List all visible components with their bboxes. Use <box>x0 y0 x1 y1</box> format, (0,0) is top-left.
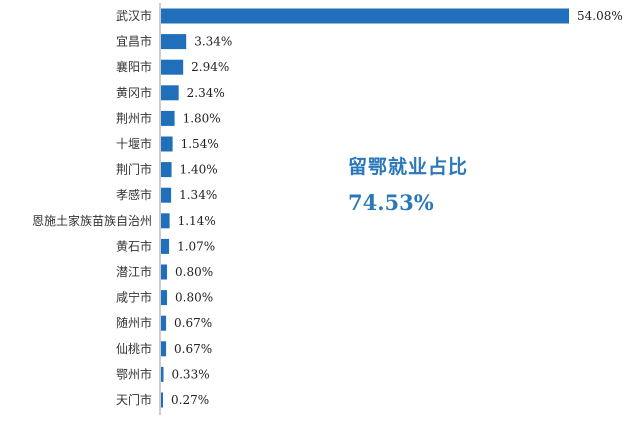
value-label: 2.94% <box>191 60 229 74</box>
category-label: 孝感市 <box>116 187 152 202</box>
value-label: 0.67% <box>174 342 212 356</box>
bar <box>161 34 187 50</box>
bar <box>161 366 164 382</box>
bar <box>161 8 569 24</box>
value-label: 1.34% <box>179 188 217 202</box>
bar <box>161 110 175 126</box>
callout-title: 留鄂就业占比 <box>348 156 469 178</box>
value-label: 1.14% <box>178 214 216 228</box>
value-label: 0.27% <box>171 393 209 407</box>
callout-value: 74.53% <box>348 190 434 215</box>
category-label: 咸宁市 <box>116 290 152 305</box>
value-label: 0.67% <box>174 316 212 330</box>
bar <box>161 392 164 408</box>
value-label: 0.33% <box>171 367 209 381</box>
value-label: 1.40% <box>180 163 218 177</box>
category-label: 黄冈市 <box>116 85 152 100</box>
bar <box>161 290 168 306</box>
bar <box>161 315 167 331</box>
value-label: 1.07% <box>177 239 215 253</box>
category-label: 鄂州市 <box>116 366 152 381</box>
value-label: 1.54% <box>181 137 219 151</box>
category-label: 荆州市 <box>116 110 152 125</box>
value-label: 54.08% <box>577 9 623 23</box>
category-label: 随州市 <box>116 315 152 330</box>
bar <box>161 341 167 357</box>
category-label: 荆门市 <box>116 162 152 177</box>
category-label: 武汉市 <box>116 8 152 23</box>
bar <box>161 264 168 280</box>
value-label: 0.80% <box>175 291 213 305</box>
bars-group: 武汉市 54.08% 宜昌市 3.34% 襄阳市 2.94% 黄冈市 2.34% 荆州市 1.80… <box>32 8 623 408</box>
bar <box>161 162 172 178</box>
bar <box>161 238 170 254</box>
category-label: 襄阳市 <box>116 59 152 74</box>
category-label: 黄石市 <box>116 238 152 253</box>
category-label: 恩施土家族苗族自治州 <box>32 213 152 228</box>
bar <box>161 59 184 75</box>
category-label: 宜昌市 <box>116 34 152 49</box>
value-label: 0.80% <box>175 265 213 279</box>
bar <box>161 187 172 203</box>
value-label: 1.80% <box>183 111 221 125</box>
bar <box>161 136 173 152</box>
category-label: 天门市 <box>116 392 152 407</box>
bar <box>161 213 170 229</box>
category-label: 十堰市 <box>116 136 152 151</box>
value-label: 2.34% <box>187 86 225 100</box>
bar <box>161 85 179 101</box>
category-label: 潜江市 <box>116 264 152 279</box>
category-label: 仙桃市 <box>116 341 152 356</box>
value-label: 3.34% <box>194 35 232 49</box>
